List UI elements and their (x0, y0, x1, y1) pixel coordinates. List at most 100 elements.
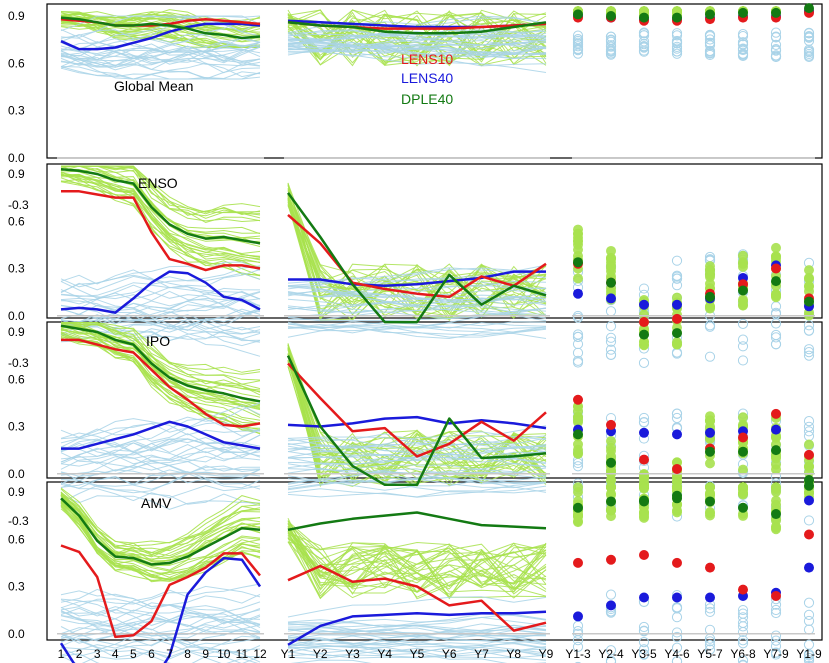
member-circle (770, 51, 782, 62)
member-line (60, 598, 261, 623)
blue-mean-point (639, 592, 649, 603)
green-mean-point (738, 502, 748, 513)
member-line (61, 165, 261, 216)
member-circle (574, 661, 582, 663)
member-line (60, 585, 261, 609)
member-line (287, 638, 547, 659)
member-circle (638, 27, 650, 38)
member-line (287, 623, 547, 632)
member-circle (638, 41, 650, 52)
blue-mean-point (672, 299, 682, 310)
member-circle (738, 294, 749, 305)
member-line (287, 477, 547, 484)
blue-mean-line-months (60, 22, 261, 51)
member-line (287, 43, 547, 59)
member-circle (638, 648, 650, 660)
blue-mean-point (639, 427, 649, 438)
member-circle (770, 332, 782, 343)
blue-mean-point (771, 424, 781, 435)
red-mean-point (672, 557, 682, 568)
member-line (287, 349, 547, 482)
member-line (60, 48, 261, 67)
green-mean-line-years (287, 511, 547, 532)
member-line (287, 633, 547, 646)
member-circle (671, 36, 683, 47)
member-line (60, 297, 261, 309)
member-circle (605, 48, 617, 59)
member-circle (605, 656, 617, 663)
legend-lens10: LENS10 (401, 51, 453, 67)
member-line (60, 29, 261, 67)
y-tick-label: 0.6 (8, 532, 25, 546)
member-circle (572, 641, 584, 652)
y-axis-labels: 0.9 0.6 0.3 0.0 -0.3 0.9 0.6 0.3 0.0 -0.3 0.9 0.6 0.… (8, 9, 29, 641)
member-line (60, 500, 261, 576)
blue-mean-point (639, 299, 649, 310)
panel-label-enso: ENSO (138, 175, 178, 191)
member-line (60, 174, 261, 260)
member-circle (803, 515, 815, 526)
member-line (60, 418, 261, 448)
member-circle (738, 464, 749, 475)
green-mean-line-months (60, 497, 261, 566)
green-mean-point (639, 12, 649, 23)
member-circle (704, 34, 716, 45)
y-tick-label: 0.0 (8, 627, 25, 641)
member-circle (605, 645, 617, 656)
x-tick-label: Y2 (313, 647, 328, 661)
member-line (60, 442, 261, 460)
member-line (60, 308, 261, 339)
green-mean-line-months (60, 324, 261, 403)
blue-mean-point (672, 429, 682, 440)
member-circle (737, 626, 749, 638)
blue-mean-point (606, 293, 616, 304)
member-line (287, 640, 547, 654)
member-line (60, 334, 261, 425)
member-circle (803, 416, 815, 427)
y-tick-label: -0.3 (8, 198, 29, 212)
member-line (60, 337, 261, 434)
member-circle (770, 641, 782, 652)
member-line (287, 535, 547, 593)
member-circle (605, 306, 617, 317)
member-circle (705, 261, 716, 272)
x-tick-label: Y1-3 (565, 647, 591, 661)
member-circle (704, 321, 716, 332)
member-circle (638, 637, 650, 648)
member-circle (671, 408, 683, 419)
member-circle (704, 603, 716, 614)
member-line (60, 633, 261, 658)
member-circle (672, 482, 683, 493)
panel-label-amv: AMV (141, 495, 172, 511)
member-circle (770, 607, 782, 619)
y-tick-label: 0.6 (8, 372, 25, 386)
member-line (60, 43, 261, 63)
member-circle (605, 36, 617, 47)
member-circle (606, 260, 617, 271)
member-circle (737, 604, 749, 616)
green-mean-point (639, 329, 649, 340)
member-line (287, 304, 547, 315)
member-line (60, 636, 261, 663)
member-circle (671, 603, 683, 614)
member-circle (803, 325, 815, 336)
member-circle (737, 37, 749, 48)
member-circle (803, 347, 815, 358)
green-mean-point (804, 480, 814, 491)
member-circle (638, 644, 650, 655)
x-tick-label: Y4-6 (664, 647, 690, 661)
blue-mean-line-months (59, 556, 262, 663)
member-line (287, 649, 547, 659)
y-tick-label: 0.9 (8, 325, 25, 339)
member-circle (803, 649, 815, 660)
member-line (287, 541, 547, 597)
green-mean-point (771, 445, 781, 456)
green-mean-point (705, 496, 715, 507)
member-circle (737, 621, 749, 632)
member-line (60, 300, 261, 315)
green-mean-point (606, 457, 616, 468)
x-tick-label: 7 (166, 647, 173, 661)
member-circle (738, 261, 749, 272)
member-line (287, 284, 547, 298)
